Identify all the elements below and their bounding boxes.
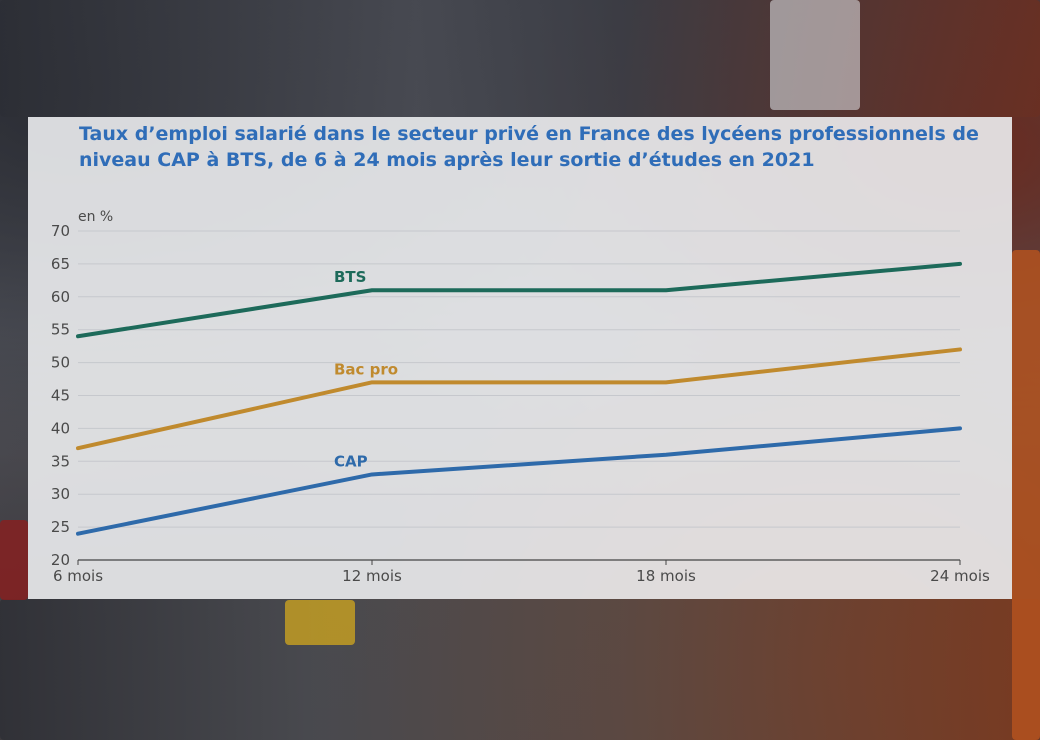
data-point-bts [77,335,79,337]
data-point-cap [77,533,79,535]
series-line-bts [76,261,962,339]
y-tick-label: 55 [51,321,70,339]
data-point-cap [371,473,373,475]
data-point-bac-pro [959,348,961,350]
y-tick-label: 65 [51,255,70,273]
data-point-bac-pro [665,381,667,383]
y-tick-label: 30 [51,485,70,503]
y-tick-label: 35 [51,452,70,470]
y-tick-label: 50 [51,354,70,372]
y-tick-label: 40 [51,419,70,437]
series-label-cap: CAP [334,452,368,470]
y-tick-label: 25 [51,518,70,536]
series-label-bts: BTS [334,268,366,286]
series-label-bac-pro: Bac pro [334,360,398,378]
data-point-bac-pro [371,381,373,383]
x-tick-label: 18 mois [636,567,696,585]
background-person [1012,250,1040,740]
y-tick-label: 60 [51,288,70,306]
series-line-cap [76,426,962,536]
chart-panel: Taux d’emploi salarié dans le secteur pr… [28,117,1012,599]
background-red-cabinet [0,520,28,600]
y-tick-label: 45 [51,387,70,405]
grid [78,230,960,528]
data-point-bac-pro [77,447,79,449]
data-point-cap [959,427,961,429]
y-axis-unit-label: en % [78,209,113,225]
background-yellow-tool [285,600,355,645]
axes: 20 25 30 35 40 45 50 55 60 65 70 6 mois 12 mois 18 mo… [51,222,990,585]
series-line-bac-pro [76,347,962,451]
x-tick-label: 6 mois [53,567,103,585]
x-tick-label: 24 mois [930,567,990,585]
series: BTS Bac pro CAP [76,261,962,536]
background-bench [0,599,1040,740]
data-point-bts [665,289,667,291]
line-chart: 20 25 30 35 40 45 50 55 60 65 70 6 mois 12 mois 18 mo… [51,209,990,585]
background-shelf [0,0,1040,117]
y-tick-label: 70 [51,222,70,240]
y-tick-label: 20 [51,551,70,569]
chart-title: Taux d’emploi salarié dans le secteur pr… [79,123,979,171]
x-tick-label: 12 mois [342,567,402,585]
background-tool [770,0,860,110]
data-point-cap [665,454,667,456]
data-point-bts [959,263,961,265]
data-point-bts [371,289,373,291]
